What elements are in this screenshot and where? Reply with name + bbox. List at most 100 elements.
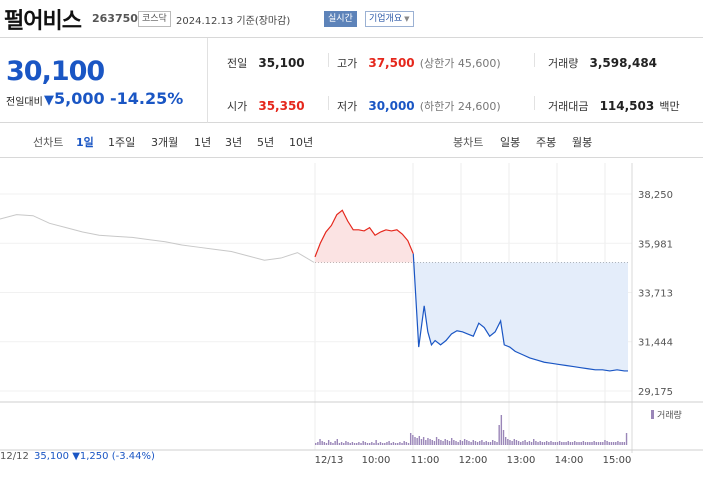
volume-bar xyxy=(589,442,591,445)
tab-3y[interactable]: 3년 xyxy=(225,136,243,149)
tab-5y[interactable]: 5년 xyxy=(257,136,275,149)
volume-bar xyxy=(466,440,468,445)
volume-bar xyxy=(438,439,440,445)
volume-bar xyxy=(386,442,388,445)
x-tick-label: 15:00 xyxy=(603,455,632,466)
volume-bar xyxy=(520,442,522,445)
volume-bar xyxy=(379,442,382,445)
tab-1d[interactable]: 1일 xyxy=(76,136,94,149)
volume-bar xyxy=(539,441,541,445)
volume-bar xyxy=(533,439,535,445)
prev-date: 12/12 xyxy=(0,451,29,462)
volume-bar xyxy=(537,442,539,445)
prev-day-line xyxy=(0,214,315,263)
stat-label: 시가 xyxy=(227,100,248,113)
y-tick-label: 29,175 xyxy=(638,387,673,398)
up-area xyxy=(315,210,414,263)
volume-bar xyxy=(500,415,503,445)
volume-bar xyxy=(617,441,619,445)
tab-1w[interactable]: 1주일 xyxy=(108,136,136,149)
volume-bar xyxy=(522,441,524,445)
volume-bar xyxy=(334,441,336,445)
stat-value: 30,000 xyxy=(368,99,415,113)
volume-bar xyxy=(595,442,598,445)
tab-1y[interactable]: 1년 xyxy=(194,136,212,149)
volume-bar xyxy=(608,442,610,445)
tab-weekly-candle[interactable]: 주봉 xyxy=(536,136,557,149)
volume-bar xyxy=(463,439,466,445)
stat-value: 35,100 xyxy=(258,56,305,70)
volume-bar xyxy=(530,442,533,445)
volume-bar xyxy=(476,442,479,445)
volume-bar xyxy=(492,440,494,445)
volume-bar xyxy=(448,441,451,445)
volume-bar xyxy=(364,442,367,445)
x-tick-label: 13:00 xyxy=(507,455,536,466)
volume-bar xyxy=(356,443,358,445)
volume-bar xyxy=(375,440,377,445)
company-info-dropdown[interactable]: 기업개요 ▼ xyxy=(365,11,414,27)
x-tick-label: 10:00 xyxy=(362,455,391,466)
volume-bar xyxy=(619,442,621,445)
price-chart[interactable]: 38,250 35,981 33,713 31,444 29,175 거래량 12/13 10… xyxy=(0,158,703,478)
volume-bar xyxy=(502,430,505,445)
divider xyxy=(328,53,329,67)
upper-limit: (상한가 45,600) xyxy=(419,57,501,70)
volume-bar xyxy=(315,443,317,445)
volume-bar xyxy=(504,437,507,445)
volume-bar xyxy=(422,437,425,445)
tab-10y[interactable]: 10년 xyxy=(289,136,314,149)
volume-bar xyxy=(621,442,623,445)
volume-bar xyxy=(373,443,375,445)
line-chart-label: 선차트 xyxy=(33,136,64,149)
volume-bar xyxy=(405,442,408,445)
volume-bar xyxy=(414,437,416,445)
volume-bar xyxy=(420,439,423,445)
volume-bar xyxy=(610,442,613,445)
volume-bar xyxy=(459,440,462,445)
volume-bar xyxy=(576,442,578,445)
volume-bar xyxy=(494,441,496,445)
volume-bar xyxy=(455,441,457,445)
volume-bar xyxy=(392,442,395,445)
y-tick-label: 31,444 xyxy=(638,338,673,349)
volume-bar xyxy=(567,441,569,445)
stat-label: 거래량 xyxy=(548,57,579,70)
volume-bar xyxy=(347,442,349,445)
volume-bar xyxy=(472,440,474,445)
stat-label: 저가 xyxy=(337,100,358,113)
volume-bar xyxy=(586,442,589,445)
volume-bar xyxy=(528,441,531,445)
volume-bar xyxy=(584,442,587,445)
volume-bar xyxy=(578,442,580,445)
tab-3m[interactable]: 3개월 xyxy=(151,136,179,149)
stat-label: 거래대금 xyxy=(548,100,589,113)
volume-bar xyxy=(425,440,427,445)
volume-bar xyxy=(481,440,483,445)
volume-bar xyxy=(388,441,390,445)
volume-bar xyxy=(556,442,559,445)
volume-bar xyxy=(558,441,561,445)
company-info-label: 기업개요 xyxy=(369,14,403,24)
stat-amount: 거래대금 114,503 백만 xyxy=(548,95,680,114)
tab-daily-candle[interactable]: 일봉 xyxy=(500,136,521,149)
volume-bar xyxy=(338,443,341,445)
volume-bar xyxy=(332,443,334,445)
x-tick-label: 14:00 xyxy=(555,455,584,466)
volume-bar xyxy=(535,441,537,445)
market-badge: 코스닥 xyxy=(138,11,171,27)
volume-bar xyxy=(330,442,332,445)
live-button[interactable]: 실시간 xyxy=(324,11,357,27)
volume-bar xyxy=(450,438,453,445)
volume-bar xyxy=(597,442,600,445)
volume-bar xyxy=(541,442,544,445)
volume-bar xyxy=(319,439,321,445)
volume-bar xyxy=(435,437,438,445)
volume-bar xyxy=(444,439,446,445)
volume-bar xyxy=(381,443,384,445)
today-up-line xyxy=(314,209,414,258)
volume-bar xyxy=(416,438,418,445)
volume-bar xyxy=(353,443,356,445)
tab-monthly-candle[interactable]: 월봉 xyxy=(572,136,593,149)
volume-bar xyxy=(401,443,403,445)
